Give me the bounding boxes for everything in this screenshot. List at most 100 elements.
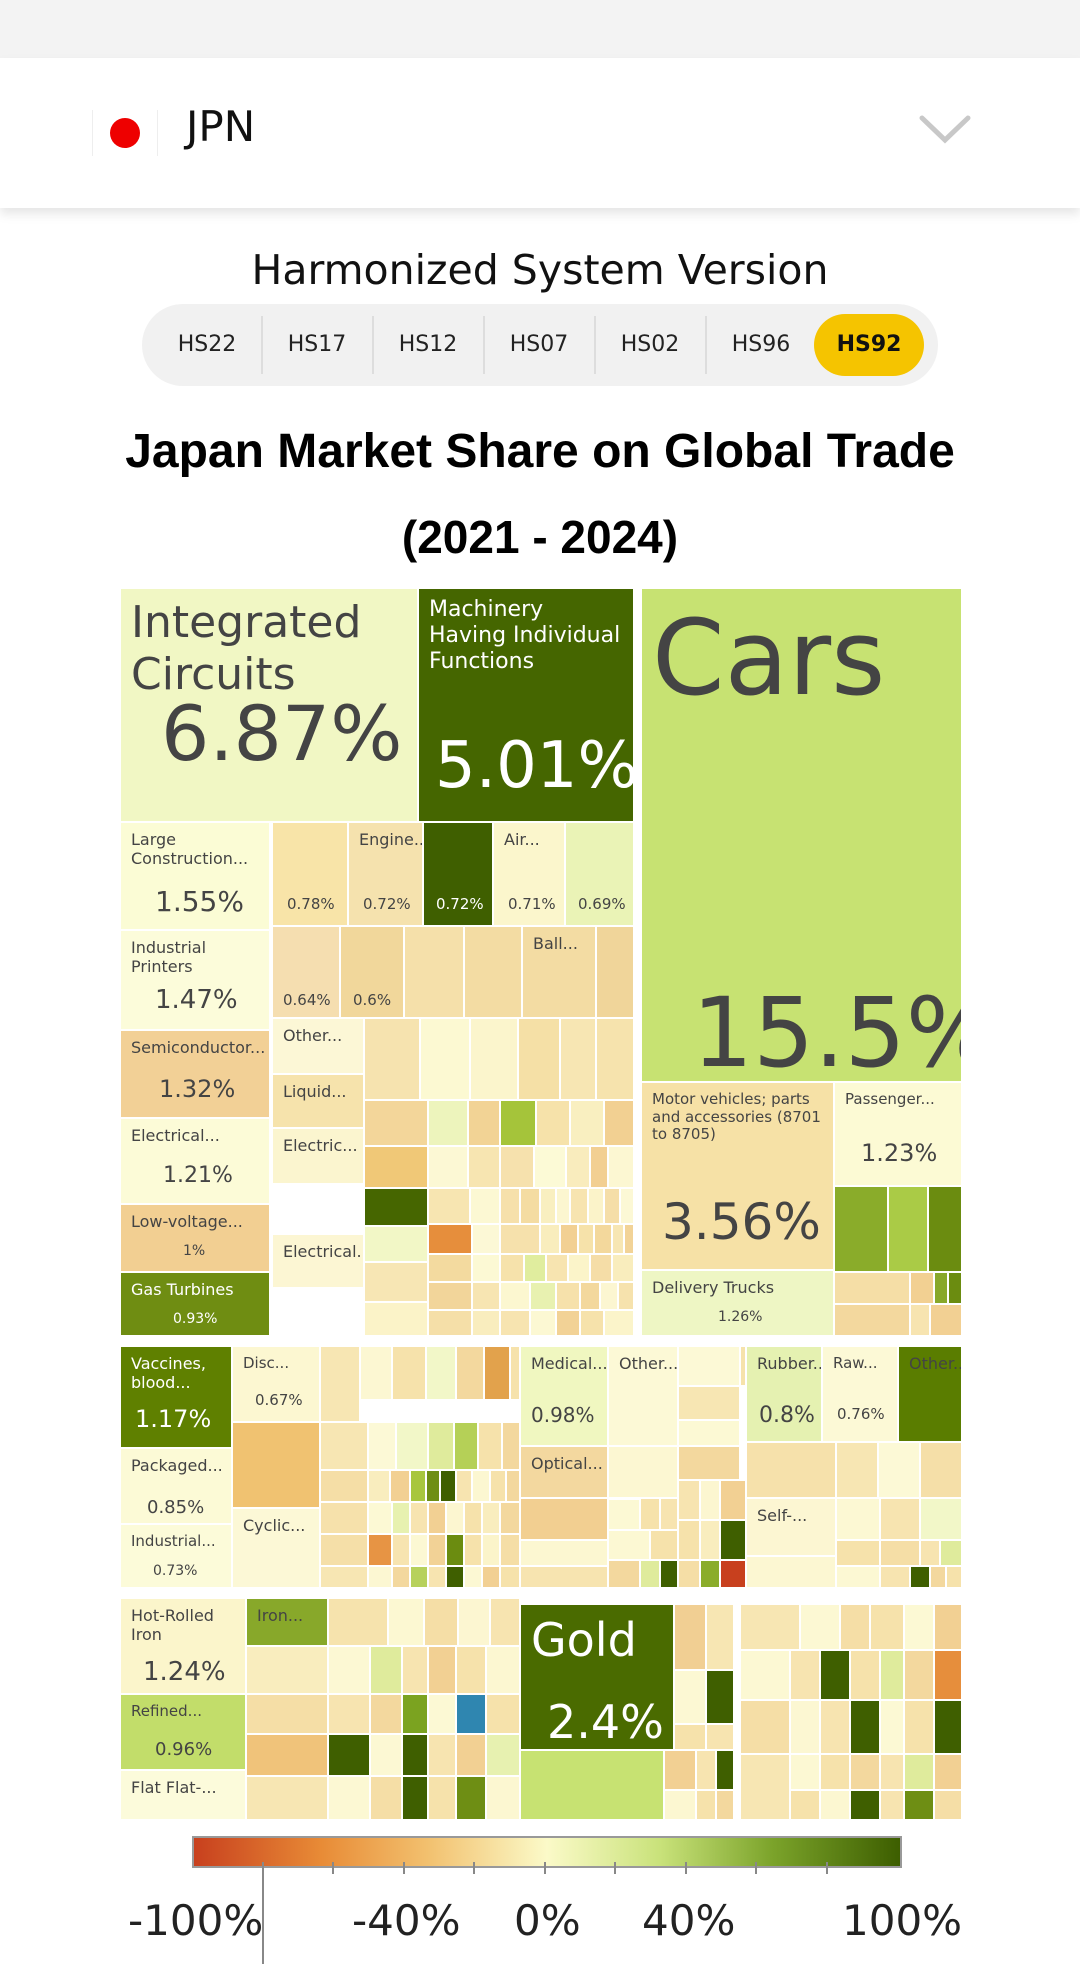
- treemap-node[interactable]: Refined... 0.96%: [120, 1694, 246, 1770]
- treemap-tile[interactable]: [370, 1646, 402, 1694]
- treemap-tile[interactable]: [500, 1188, 520, 1224]
- treemap-tile[interactable]: [664, 1790, 696, 1820]
- treemap-tile[interactable]: [696, 1790, 716, 1820]
- treemap-tile[interactable]: [410, 1502, 428, 1534]
- hs-option-hs17[interactable]: HS17: [287, 332, 347, 357]
- treemap-node[interactable]: Machinery Having Individual Functions 5.0…: [418, 588, 634, 822]
- treemap-tile[interactable]: [570, 1188, 588, 1224]
- treemap-tile[interactable]: [530, 1282, 556, 1310]
- treemap-tile[interactable]: [320, 1346, 360, 1422]
- treemap-tile[interactable]: [940, 1540, 962, 1566]
- treemap-tile[interactable]: [246, 1734, 328, 1776]
- treemap-tile[interactable]: [790, 1700, 820, 1754]
- chevron-down-icon[interactable]: [916, 100, 974, 158]
- treemap-tile[interactable]: [948, 1272, 962, 1304]
- treemap-tile[interactable]: [500, 1224, 540, 1254]
- treemap-node[interactable]: Hot-Rolled Iron 1.24%: [120, 1598, 246, 1694]
- treemap-tile[interactable]: [850, 1790, 880, 1820]
- treemap-tile[interactable]: [620, 1188, 634, 1224]
- treemap-tile[interactable]: [934, 1650, 962, 1700]
- treemap-tile[interactable]: [880, 1754, 904, 1790]
- treemap-tile[interactable]: [720, 1560, 746, 1588]
- treemap-tile[interactable]: [820, 1650, 850, 1700]
- country-selector[interactable]: [0, 58, 1080, 208]
- treemap-tile[interactable]: [468, 1100, 500, 1146]
- treemap-node[interactable]: Large Construction... 1.55%: [120, 822, 270, 930]
- treemap-tile[interactable]: [428, 1534, 446, 1566]
- treemap-node[interactable]: Self-...: [746, 1498, 836, 1556]
- treemap-node[interactable]: Cars 15.5%: [641, 588, 962, 1082]
- treemap-tile[interactable]: [392, 1534, 410, 1566]
- treemap-tile[interactable]: [500, 1310, 530, 1336]
- treemap-tile[interactable]: [402, 1646, 428, 1694]
- treemap-node[interactable]: Gold 2.4%: [520, 1604, 674, 1750]
- treemap-tile[interactable]: [540, 1224, 560, 1254]
- treemap-tile[interactable]: [720, 1480, 746, 1520]
- treemap-tile[interactable]: [596, 926, 634, 1018]
- treemap-tile[interactable]: [370, 1694, 402, 1734]
- treemap-tile[interactable]: [320, 1502, 368, 1534]
- treemap-tile[interactable]: [880, 1790, 904, 1820]
- treemap-tile[interactable]: [560, 1018, 596, 1100]
- treemap-tile[interactable]: [834, 1272, 910, 1304]
- treemap-tile[interactable]: [706, 1670, 734, 1724]
- treemap-tile[interactable]: [246, 1646, 328, 1694]
- treemap-tile[interactable]: [428, 1310, 472, 1336]
- treemap-tile[interactable]: [428, 1254, 472, 1282]
- hs-option-hs96[interactable]: HS96: [731, 332, 791, 357]
- treemap-tile[interactable]: [402, 1776, 428, 1820]
- treemap-node[interactable]: Raw... 0.76%: [822, 1346, 898, 1442]
- treemap-tile[interactable]: [608, 1560, 640, 1588]
- treemap-tile[interactable]: [934, 1604, 962, 1650]
- treemap-tile[interactable]: [328, 1598, 388, 1646]
- treemap-tile[interactable]: [674, 1670, 706, 1724]
- treemap-tile[interactable]: [820, 1700, 850, 1754]
- treemap-node[interactable]: Integrated Circuits 6.87%: [120, 588, 418, 822]
- treemap-tile[interactable]: [700, 1520, 720, 1560]
- treemap-tile[interactable]: [472, 1282, 500, 1310]
- treemap-tile[interactable]: [930, 1304, 962, 1336]
- treemap-node[interactable]: Flat Flat-...: [120, 1770, 246, 1820]
- treemap-tile[interactable]: [934, 1790, 962, 1820]
- treemap-tile[interactable]: [388, 1598, 424, 1646]
- treemap-tile[interactable]: [468, 1146, 500, 1188]
- treemap-tile[interactable]: [624, 1224, 634, 1254]
- treemap-tile[interactable]: [518, 1018, 560, 1100]
- treemap-node[interactable]: Electrical... 1.21%: [120, 1118, 270, 1204]
- treemap-tile[interactable]: [368, 1422, 396, 1470]
- treemap-tile[interactable]: [500, 1502, 520, 1534]
- treemap-node[interactable]: 0.78%: [272, 822, 348, 926]
- treemap-tile[interactable]: [428, 1734, 456, 1776]
- treemap-tile[interactable]: [880, 1498, 920, 1540]
- treemap-tile[interactable]: [368, 1534, 392, 1566]
- treemap-tile[interactable]: [534, 1146, 566, 1188]
- treemap-tile[interactable]: [790, 1754, 820, 1790]
- treemap-tile[interactable]: [608, 1498, 640, 1530]
- treemap-tile[interactable]: [392, 1566, 410, 1588]
- treemap-tile[interactable]: [370, 1734, 402, 1776]
- treemap-node[interactable]: Disc... 0.67%: [232, 1346, 320, 1422]
- treemap-tile[interactable]: [934, 1272, 948, 1304]
- treemap-tile[interactable]: [464, 1502, 482, 1534]
- treemap-tile[interactable]: [556, 1310, 580, 1336]
- treemap-tile[interactable]: [580, 1282, 600, 1310]
- treemap-tile[interactable]: [464, 926, 522, 1018]
- treemap-tile[interactable]: [934, 1754, 962, 1790]
- treemap-tile[interactable]: [904, 1700, 934, 1754]
- treemap-tile[interactable]: [878, 1442, 920, 1498]
- treemap-tile[interactable]: [790, 1650, 820, 1700]
- treemap-tile[interactable]: [428, 1776, 456, 1820]
- treemap-tile[interactable]: [464, 1566, 482, 1588]
- treemap-tile[interactable]: [360, 1346, 392, 1400]
- treemap-tile[interactable]: [328, 1734, 370, 1776]
- treemap-tile[interactable]: [740, 1754, 790, 1820]
- treemap-tile[interactable]: [604, 1310, 634, 1336]
- treemap-tile[interactable]: [232, 1422, 320, 1508]
- treemap-tile[interactable]: [428, 1224, 472, 1254]
- treemap-tile[interactable]: [608, 1446, 678, 1498]
- treemap-tile[interactable]: [836, 1566, 880, 1588]
- treemap-tile[interactable]: [490, 1598, 520, 1646]
- treemap-tile[interactable]: [428, 1694, 456, 1734]
- treemap-tile[interactable]: [608, 1498, 640, 1500]
- treemap-tile[interactable]: [482, 1534, 500, 1566]
